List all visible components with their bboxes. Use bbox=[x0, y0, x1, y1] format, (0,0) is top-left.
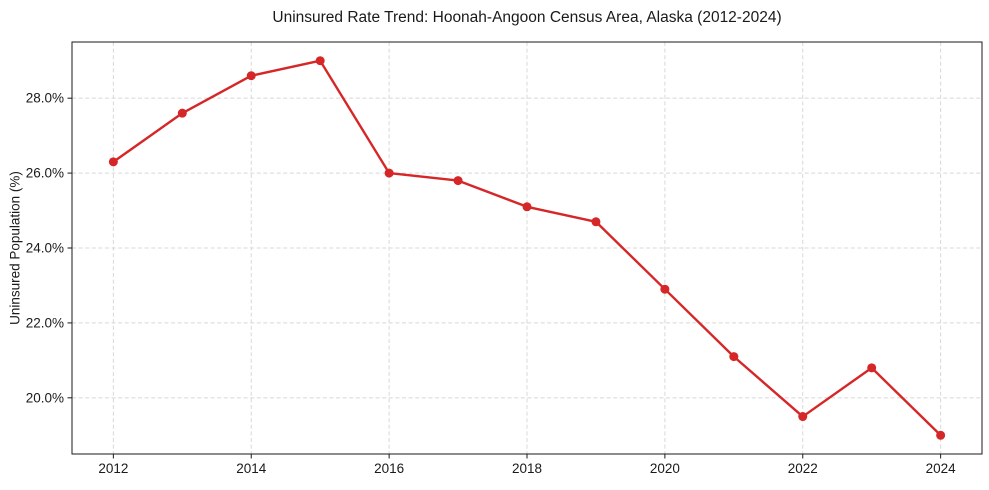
data-point-2019 bbox=[591, 217, 601, 227]
data-point-2023 bbox=[867, 363, 877, 373]
data-point-2022 bbox=[798, 412, 808, 422]
data-point-2021 bbox=[729, 352, 739, 362]
data-point-2016 bbox=[384, 168, 394, 178]
data-point-2024 bbox=[936, 430, 946, 440]
data-point-2017 bbox=[453, 176, 463, 186]
data-point-2015 bbox=[315, 56, 325, 66]
x-tick-label: 2024 bbox=[926, 461, 957, 476]
x-tick-label: 2012 bbox=[98, 461, 128, 476]
x-tick-label: 2018 bbox=[512, 461, 542, 476]
data-point-2018 bbox=[522, 202, 532, 212]
x-tick-label: 2022 bbox=[788, 461, 818, 476]
x-tick-label: 2014 bbox=[236, 461, 267, 476]
x-tick-label: 2020 bbox=[650, 461, 680, 476]
data-point-2020 bbox=[660, 284, 670, 294]
x-tick-label: 2016 bbox=[374, 461, 404, 476]
chart-title: Uninsured Rate Trend: Hoonah-Angoon Cens… bbox=[272, 9, 782, 26]
y-tick-label: 28.0% bbox=[26, 91, 64, 106]
data-point-2012 bbox=[108, 157, 118, 167]
y-tick-label: 20.0% bbox=[26, 390, 64, 405]
y-tick-label: 24.0% bbox=[26, 241, 64, 256]
y-tick-label: 22.0% bbox=[26, 315, 64, 330]
y-tick-label: 26.0% bbox=[26, 166, 64, 181]
data-point-2014 bbox=[246, 71, 256, 81]
data-point-2013 bbox=[177, 108, 187, 118]
